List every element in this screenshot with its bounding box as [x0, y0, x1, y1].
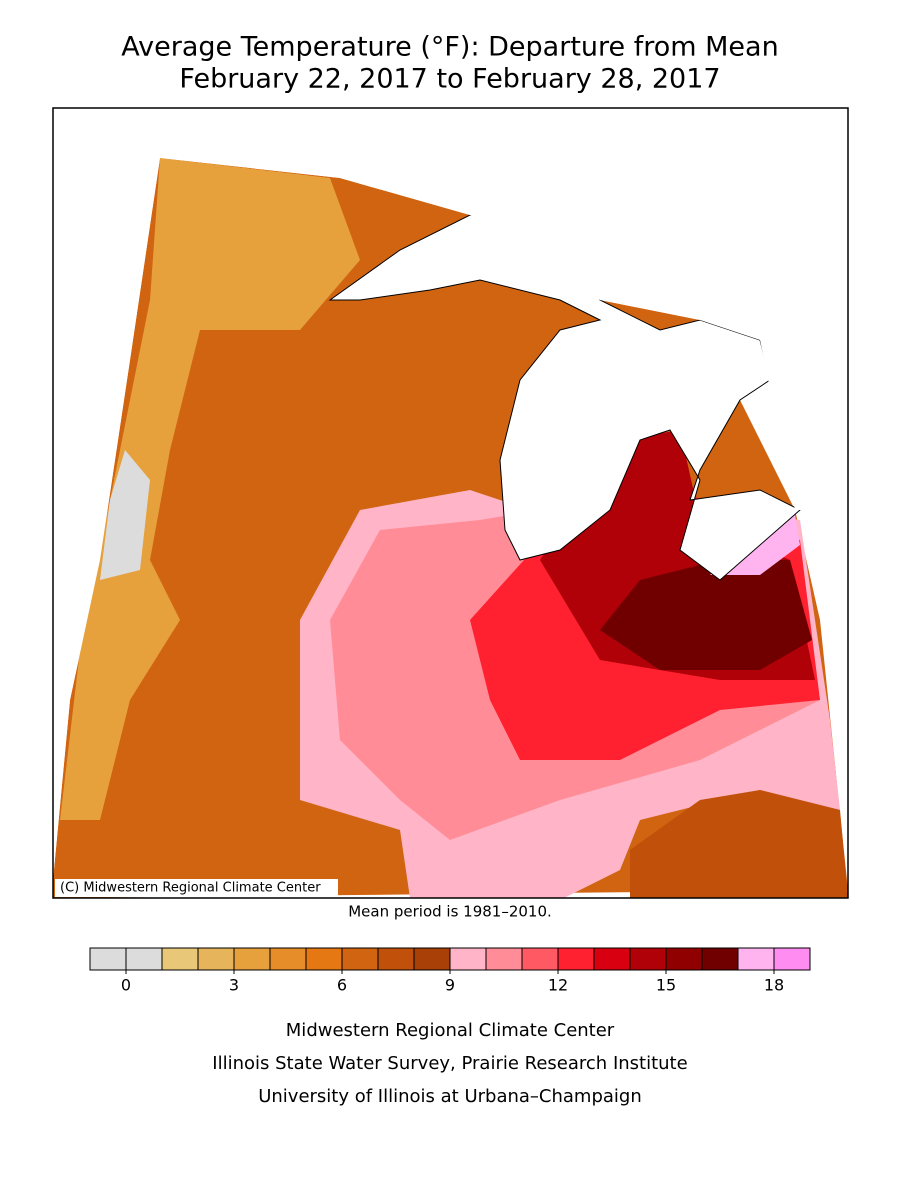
- colorbar-box: [485, 947, 523, 971]
- colorbar-box: [737, 947, 775, 971]
- footer-line: Illinois State Water Survey, Prairie Res…: [212, 1053, 687, 1074]
- note: Mean period is 1981–2010.: [348, 903, 552, 921]
- colorbar-box: [377, 947, 415, 971]
- lake: [328, 214, 801, 581]
- map-frame: [52, 107, 849, 899]
- map-region: [100, 450, 150, 580]
- map-region: [600, 560, 812, 670]
- colorbar-box: [413, 947, 451, 971]
- colorbar-box: [593, 947, 631, 971]
- colorbar-box: [521, 947, 559, 971]
- colorbar-box: [125, 947, 163, 971]
- colorbar-tick-label: 6: [337, 976, 347, 995]
- footer-line: Midwestern Regional Climate Center: [286, 1020, 615, 1041]
- colorbar-box: [161, 947, 199, 971]
- colorbar-box: [197, 947, 235, 971]
- credit-box: [55, 879, 338, 897]
- title-line: Average Temperature (°F): Departure from…: [121, 32, 778, 63]
- colorbar-box: [233, 947, 271, 971]
- colorbar-box: [773, 947, 811, 971]
- colorbar-tick-label: 3: [229, 976, 239, 995]
- colorbar: 0 3 6 9 12 15 18: [89, 947, 811, 995]
- colorbar-box: [305, 947, 343, 971]
- colorbar-box: [701, 947, 739, 971]
- footer-line: University of Illinois at Urbana–Champai…: [258, 1086, 642, 1107]
- map-region: [630, 790, 848, 898]
- colorbar-tick-label: 9: [445, 976, 455, 995]
- colorbar-tick-label: 18: [764, 976, 784, 995]
- colorbar-box: [629, 947, 667, 971]
- colorbar-box: [449, 947, 487, 971]
- colorbar-tick-label: 0: [121, 976, 131, 995]
- colorbar-box: [665, 947, 703, 971]
- map-credit: (C) Midwestern Regional Climate Center: [60, 881, 321, 896]
- outside-region: [53, 108, 848, 880]
- colorbar-tick-label: 12: [548, 976, 568, 995]
- colorbar-tick-label: 15: [656, 976, 676, 995]
- map: (C) Midwestern Regional Climate Center: [52, 107, 849, 899]
- colorbar-box: [269, 947, 307, 971]
- title-line: February 22, 2017 to February 28, 2017: [179, 64, 720, 95]
- colorbar-box: [89, 947, 127, 971]
- map-region: [60, 158, 360, 820]
- colorbar-box: [341, 947, 379, 971]
- colorbar-box: [557, 947, 595, 971]
